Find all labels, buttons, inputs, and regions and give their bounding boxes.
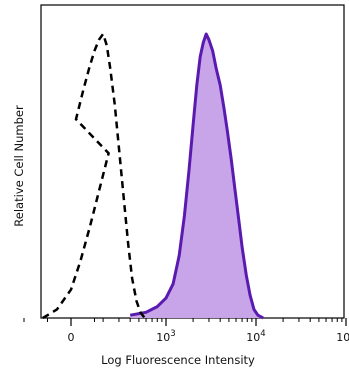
x-tick-label: 0 [68,331,75,344]
x-tick-label: 105 [336,329,349,344]
stained-sample-area [130,34,264,318]
x-tick-label: 104 [246,329,265,344]
y-axis-title: Relative Cell Number [12,105,26,227]
series-layer [42,31,264,320]
x-axis-title: Log Fluorescence Intensity [101,353,255,367]
x-tick-label: 103 [156,329,175,344]
x-axis: 0 103 104 105 [23,318,349,344]
isotype-control-line [42,31,146,320]
stained-sample-outline [129,32,264,320]
